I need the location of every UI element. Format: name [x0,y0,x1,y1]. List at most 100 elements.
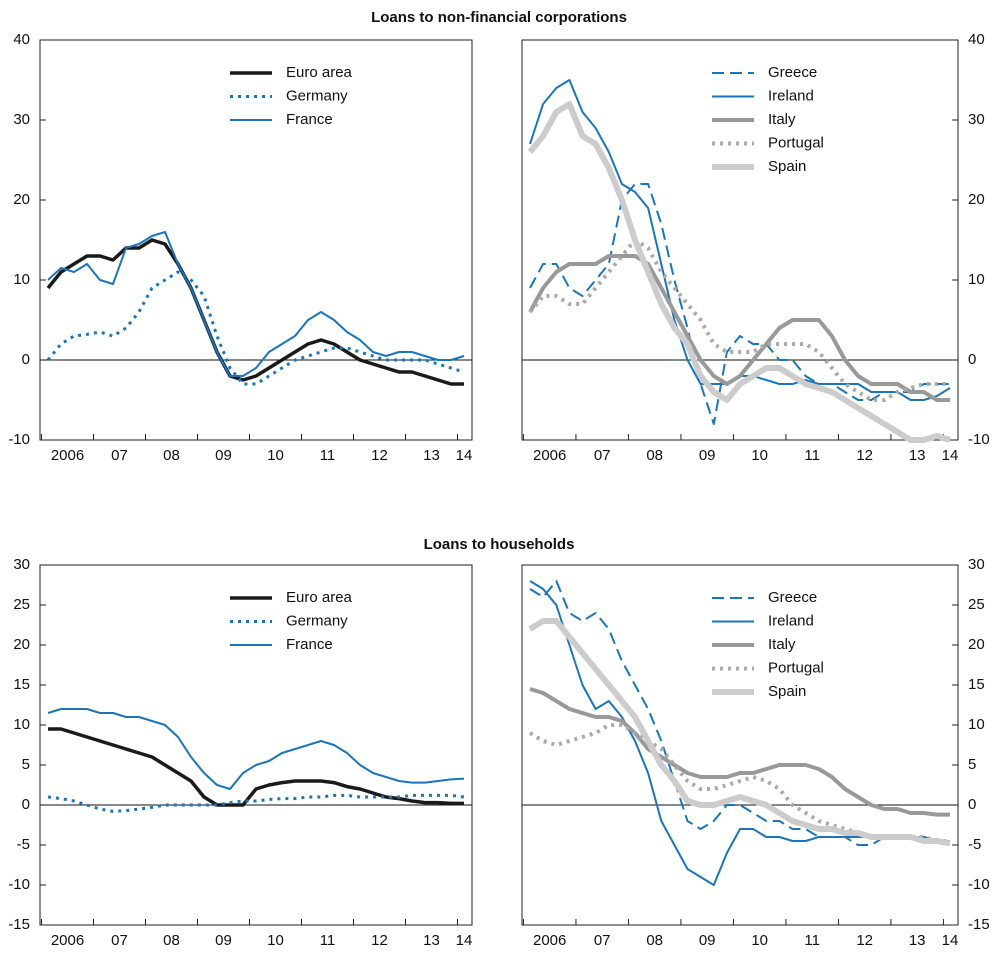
legend-label: Italy [768,636,796,653]
x-tick-label: 09 [699,447,716,464]
y-tick-label: 20 [13,636,30,653]
y-tick-label: -15 [8,916,30,933]
y-tick-label: 10 [13,271,30,288]
x-tick-label: 2006 [533,447,566,464]
x-tick-label: 14 [456,932,473,949]
x-tick-label: 07 [594,447,611,464]
y-tick-label: 30 [13,111,30,128]
legend-label: Germany [286,87,348,104]
y-tick-label: -10 [8,876,30,893]
y-tick-label: 0 [22,796,30,813]
series-line [528,238,950,402]
x-tick-label: 08 [646,447,663,464]
x-tick-label: 10 [267,447,284,464]
x-tick-label: 12 [856,932,873,949]
x-tick-label: 07 [111,447,128,464]
y-tick-label: 15 [968,676,985,693]
x-tick-label: 09 [699,932,716,949]
x-tick-label: 11 [320,447,336,464]
y-tick-label: -10 [968,876,990,893]
series-line [47,793,465,813]
section-title: Loans to households [424,536,575,553]
plot-frame [39,564,473,926]
x-tick-label: 2006 [51,447,84,464]
x-tick-label: 14 [456,447,473,464]
plot-frame [521,564,959,926]
series-line [47,708,465,790]
y-tick-label: 0 [968,351,976,368]
x-tick-label: 11 [804,447,820,464]
y-tick-label: 20 [968,191,985,208]
series-line [528,254,950,402]
x-tick-label: 09 [215,932,232,949]
y-tick-label: 25 [13,596,30,613]
series-line [529,183,950,425]
x-tick-label: 14 [942,447,959,464]
legend-label: Euro area [286,589,353,606]
y-tick-label: 10 [13,716,30,733]
x-tick-label: 10 [751,932,768,949]
legend-label: Italy [768,111,796,128]
x-tick-label: 10 [751,447,768,464]
y-tick-label: -10 [8,431,30,448]
y-tick-label: -5 [17,836,30,853]
y-tick-label: 20 [968,636,985,653]
y-tick-label: 30 [968,556,985,573]
legend-label: Portugal [768,659,824,676]
x-tick-label: 07 [594,932,611,949]
y-tick-label: 5 [968,756,976,773]
y-tick-label: 5 [22,756,30,773]
legend-label: Ireland [768,612,814,629]
x-tick-label: 13 [909,447,926,464]
y-tick-label: 0 [968,796,976,813]
x-tick-label: 2006 [51,932,84,949]
y-tick-label: 10 [968,716,985,733]
y-tick-label: 30 [13,556,30,573]
legend-label: France [286,636,333,653]
y-tick-label: 15 [13,676,30,693]
x-tick-label: 13 [909,932,926,949]
series-line [47,231,465,377]
y-tick-label: 40 [968,31,985,48]
legend-label: Portugal [768,134,824,151]
x-tick-label: 10 [267,932,284,949]
x-tick-label: 08 [163,447,180,464]
y-tick-label: 20 [13,191,30,208]
series-line [527,101,951,443]
x-tick-label: 14 [942,932,959,949]
x-tick-label: 12 [371,447,388,464]
x-tick-label: 07 [111,932,128,949]
legend-label: Euro area [286,64,353,81]
x-tick-label: 13 [423,932,440,949]
series-line [46,270,465,386]
x-tick-label: 12 [371,932,388,949]
legend-label: Ireland [768,87,814,104]
y-tick-label: -15 [968,916,990,933]
legend-label: Greece [768,64,817,81]
y-tick-label: 10 [968,271,985,288]
y-tick-label: 25 [968,596,985,613]
y-tick-label: -10 [968,431,990,448]
x-tick-label: 13 [423,447,440,464]
legend-label: Spain [768,158,806,175]
x-tick-label: 11 [320,932,336,949]
plot-frame [39,39,473,441]
y-tick-label: -5 [968,836,981,853]
plot-frame [521,39,959,441]
legend-label: France [286,111,333,128]
y-tick-label: 30 [968,111,985,128]
legend-label: Greece [768,589,817,606]
x-tick-label: 12 [856,447,873,464]
legend-label: Germany [286,612,348,629]
x-tick-label: 11 [804,932,820,949]
series-line [528,618,951,847]
series-line [529,687,950,817]
series-line [46,238,464,386]
x-tick-label: 2006 [533,932,566,949]
y-tick-label: 40 [13,31,30,48]
y-tick-label: 0 [22,351,30,368]
section-title: Loans to non-financial corporations [371,9,627,26]
series-line [48,727,464,807]
series-line [528,723,950,843]
